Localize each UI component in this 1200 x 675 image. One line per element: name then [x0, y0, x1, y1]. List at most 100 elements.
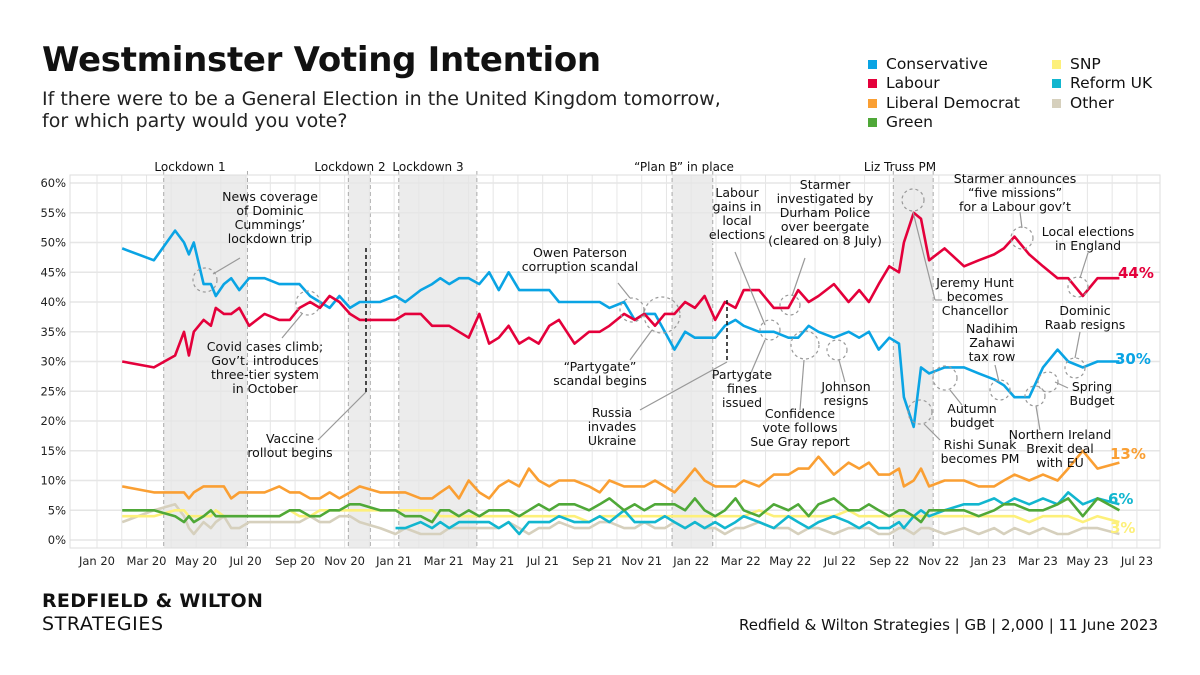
annotation: Labour gains in local elections [708, 185, 766, 242]
annotation: Confidence vote follows Sue Gray report [750, 406, 850, 449]
region-label: Lockdown 1 [154, 160, 226, 174]
brand-logo-line1: REDFIELD & WILTON [42, 590, 264, 612]
annotation: “Partygate” scandal begins [553, 359, 647, 388]
region-label: Liz Truss PM [863, 160, 937, 174]
y-tick-label: 5% [48, 503, 66, 517]
y-tick-label: 30% [40, 355, 66, 369]
end-label-labour: 44% [1118, 264, 1154, 282]
y-tick-label: 40% [40, 295, 66, 309]
annotation-circle [826, 339, 848, 361]
legend-label: Green [886, 113, 933, 131]
annotation-circle [1067, 276, 1089, 298]
x-tick-label: Jan 20 [78, 554, 115, 568]
y-tick-label: 60% [40, 176, 66, 190]
y-tick-label: 25% [40, 384, 66, 398]
x-tick-label: May 22 [769, 554, 811, 568]
annotation-circle [907, 399, 933, 425]
annotation: Dominic Raab resigns [1044, 303, 1126, 332]
legend-swatch [868, 98, 877, 108]
y-tick-label: 15% [40, 444, 66, 458]
annotation-circle [932, 365, 958, 391]
annotation: Jeremy Hunt becomes Chancellor [936, 275, 1014, 318]
legend-swatch [1052, 78, 1061, 88]
legend-item-other: Other [1052, 94, 1114, 112]
y-tick-label: 45% [40, 265, 66, 279]
legend-label: SNP [1070, 55, 1101, 73]
x-tick-label: Mar 20 [127, 554, 167, 568]
x-tick-label: Jul 22 [823, 554, 856, 568]
legend-item-libdem: Liberal Democrat [868, 94, 1020, 112]
legend-swatch [1052, 59, 1061, 69]
legend-item-labour: Labour [868, 74, 940, 92]
annotation-circle [1010, 226, 1034, 250]
x-tick-label: Jul 21 [526, 554, 559, 568]
annotation: News coverage of Dominic Cummings’ lockd… [222, 189, 318, 246]
x-tick-label: Nov 20 [324, 554, 365, 568]
series-line-liberal-democrat [121, 449, 1120, 500]
x-tick-label: Sep 21 [572, 554, 612, 568]
annotation-circle [1024, 385, 1046, 407]
x-tick-label: Jan 22 [672, 554, 709, 568]
annotation-circle [192, 267, 218, 293]
legend-swatch [868, 59, 877, 69]
end-label-snp: 3% [1110, 519, 1136, 537]
end-label-reform: 6% [1108, 490, 1134, 508]
annotation: Local elections in England [1041, 224, 1135, 253]
region-label: Lockdown 2 [314, 160, 386, 174]
legend-swatch [868, 117, 877, 127]
annotation-circle [1037, 371, 1059, 393]
legend-label: Liberal Democrat [886, 94, 1020, 112]
series-line-labour [121, 211, 1120, 369]
x-tick-label: Sep 22 [869, 554, 909, 568]
x-tick-label: Nov 21 [621, 554, 662, 568]
annotation-circle [643, 296, 681, 334]
annotation: Vaccine rollout begins [247, 431, 333, 460]
x-tick-label: Jan 23 [969, 554, 1006, 568]
y-tick-label: 35% [40, 325, 66, 339]
event-markers [365, 248, 728, 392]
legend-swatch [1052, 98, 1061, 108]
legend-item-snp: SNP [1052, 55, 1101, 73]
annotation-circle [790, 330, 820, 360]
y-tick-label: 50% [40, 236, 66, 250]
legend-swatch [868, 78, 877, 88]
x-tick-label: Jul 20 [228, 554, 261, 568]
x-tick-label: May 23 [1066, 554, 1108, 568]
x-tick-label: May 20 [175, 554, 217, 568]
end-label-conservative: 30% [1115, 350, 1151, 368]
legend-label: Labour [886, 74, 940, 92]
annotation: Russia invades Ukraine [587, 405, 637, 448]
x-tick-label: May 21 [472, 554, 514, 568]
region-label: Lockdown 3 [392, 160, 464, 174]
x-tick-label: Mar 23 [1018, 554, 1058, 568]
annotation-circle [779, 294, 801, 316]
end-label-libdem: 13% [1110, 445, 1146, 463]
legend-item-conservative: Conservative [868, 55, 988, 73]
series-line-green [122, 497, 1121, 524]
annotation-leaders [212, 211, 1089, 441]
source-note: Redfield & Wilton Strategies | GB | 2,00… [739, 616, 1158, 634]
annotation: Nadihim Zahawi tax row [966, 321, 1018, 364]
chart-title: Westminster Voting Intention [42, 40, 601, 80]
annotation: Owen Paterson corruption scandal [521, 245, 639, 274]
series-line-reform-uk [395, 491, 1120, 536]
series-line-conservative [121, 229, 1120, 429]
annotation-circle [901, 188, 925, 212]
annotation-circle [619, 297, 645, 323]
annotation-circle [1064, 357, 1086, 379]
x-tick-label: Sep 20 [275, 554, 315, 568]
annotation: Starmer investigated by Durham Police ov… [768, 177, 882, 248]
annotation: Starmer announces “five missions” for a … [953, 171, 1077, 214]
y-tick-label: 10% [40, 474, 66, 488]
plot-frame [69, 174, 1161, 549]
y-tick-label: 0% [48, 533, 66, 547]
legend-label: Reform UK [1070, 74, 1153, 92]
brand-logo-line2: STRATEGIES [42, 613, 164, 635]
legend-label: Conservative [886, 55, 988, 73]
annotation: Covid cases climb; Gov’t. introduces thr… [206, 339, 324, 396]
annotation-circle [295, 290, 321, 316]
y-tick-label: 55% [40, 206, 66, 220]
chart-subtitle: If there were to be a General Election i… [42, 88, 721, 132]
annotation-circle [989, 379, 1011, 401]
annotation: Spring Budget [1069, 379, 1115, 408]
